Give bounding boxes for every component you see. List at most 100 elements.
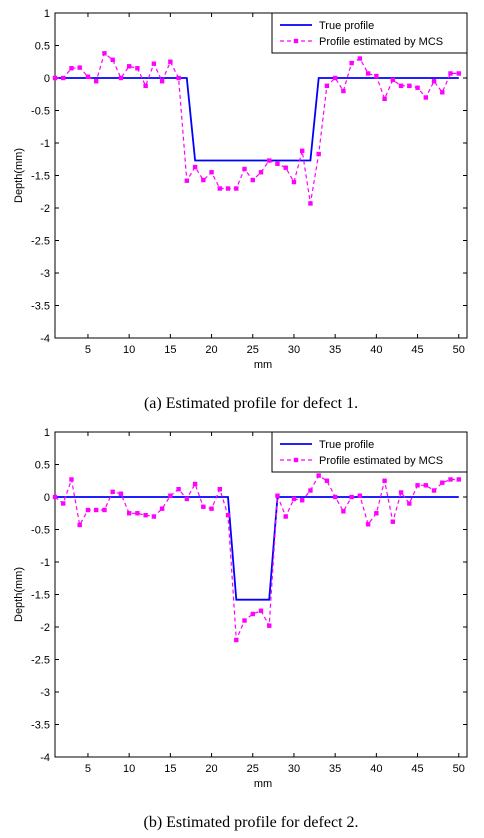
estimated-point (135, 511, 140, 516)
estimated-point (209, 506, 214, 511)
chart-defect-2: 1 0.5 0 -0.5 -1 -1.5 -2 -2.5 -3 -3.5 -4 5 10 15 20 25 30… (13, 427, 468, 831)
y-tick-label: -3.5 (31, 301, 50, 313)
legend-marker (293, 38, 299, 44)
estimated-point (415, 85, 420, 90)
true-profile-line (55, 496, 459, 601)
estimated-point (365, 522, 371, 527)
x-axis-label: mm (254, 778, 272, 790)
estimated-point (102, 507, 107, 513)
estimated-point (267, 158, 272, 163)
estimated-point (398, 83, 404, 88)
estimated-point (217, 487, 222, 492)
estimated-point (242, 618, 247, 623)
estimated-point (201, 504, 206, 509)
estimated-point (300, 148, 305, 153)
legend-entry: True profile (319, 439, 374, 451)
y-tick-label: 1 (44, 427, 50, 439)
estimated-point (110, 489, 115, 494)
x-tick-label: 35 (329, 344, 341, 356)
estimated-point (324, 478, 330, 483)
legend-entry: True profile (319, 20, 374, 32)
x-tick-label: 20 (205, 763, 217, 775)
y-tick-label: -1.5 (31, 171, 50, 183)
legend-box (271, 12, 468, 54)
estimated-point (390, 77, 396, 83)
estimated-point (61, 75, 66, 81)
estimated-point (316, 473, 321, 478)
x-tick-label: 25 (247, 344, 259, 356)
y-tick-label: -2 (40, 622, 50, 634)
legend-box (271, 431, 468, 473)
estimated-point (365, 71, 371, 76)
x-axis-label: mm (254, 359, 272, 371)
estimated-point (94, 507, 99, 513)
estimated-point (52, 494, 58, 500)
y-tick-label: -2.5 (31, 655, 50, 667)
x-tick-label: 50 (453, 344, 465, 356)
legend-marker (293, 457, 299, 463)
estimated-point (192, 164, 198, 170)
estimated-point (258, 170, 264, 175)
estimated-point (440, 480, 445, 485)
estimated-point (423, 95, 428, 100)
estimated-point (283, 514, 288, 519)
estimated-point (341, 509, 346, 514)
estimated-point (94, 79, 99, 84)
x-tick-label: 45 (411, 344, 423, 356)
estimated-point (201, 177, 206, 183)
plot-frame (54, 12, 468, 339)
estimated-profile-line (55, 474, 459, 641)
x-tick-label: 30 (288, 344, 300, 356)
x-tick-label: 40 (370, 344, 382, 356)
figure-caption: (a) Estimated profile for defect 1. (144, 395, 358, 412)
estimated-point (151, 61, 157, 66)
estimated-point (217, 186, 222, 191)
y-tick-label: -0.5 (31, 106, 50, 118)
estimated-point (258, 608, 264, 613)
estimated-point (440, 90, 445, 95)
estimated-point (283, 165, 288, 170)
estimated-point (324, 83, 330, 88)
estimated-point (407, 83, 412, 88)
estimated-point (143, 513, 148, 518)
y-tick-label: -2.5 (31, 236, 50, 248)
figure-caption: (b) Estimated profile for defect 2. (143, 814, 358, 831)
estimated-point (407, 501, 412, 506)
y-tick-label: 0.5 (35, 41, 50, 53)
estimated-point (176, 487, 181, 492)
estimated-point (456, 71, 461, 76)
x-tick-label: 25 (247, 763, 259, 775)
estimated-point (85, 74, 91, 79)
estimated-point (398, 490, 404, 495)
estimated-point (242, 166, 247, 172)
estimated-point (69, 477, 74, 482)
estimated-point (159, 79, 165, 84)
legend-entry: Profile estimated by MCS (319, 36, 443, 48)
y-tick-label: 0 (44, 73, 50, 85)
estimated-point (332, 75, 338, 81)
y-tick-label: -1 (40, 138, 50, 150)
estimated-point (184, 178, 190, 183)
estimated-point (448, 71, 453, 76)
estimated-point (77, 65, 82, 70)
estimated-point (61, 501, 66, 506)
estimated-point (308, 201, 313, 206)
estimated-point (415, 483, 420, 488)
estimated-point (275, 161, 280, 166)
x-tick-label: 50 (453, 763, 465, 775)
estimated-point (102, 51, 107, 56)
y-tick-label: -1 (40, 557, 50, 569)
y-tick-label: -2 (40, 203, 50, 215)
x-tick-label: 5 (85, 344, 91, 356)
estimated-point (374, 73, 379, 79)
y-tick-label: -3 (40, 687, 50, 699)
estimated-point (209, 170, 214, 175)
x-tick-label: 45 (411, 763, 423, 775)
estimated-point (52, 75, 58, 81)
estimated-point (168, 493, 173, 498)
x-tick-label: 15 (164, 763, 176, 775)
chart-defect-1: 1 0.5 0 -0.5 -1 -1.5 -2 -2.5 -3 -3.5 -4 5 10 15 20 25 30… (13, 8, 468, 412)
estimated-point (349, 494, 354, 500)
y-tick-label: -4 (40, 333, 50, 345)
true-profile-line (55, 77, 459, 162)
